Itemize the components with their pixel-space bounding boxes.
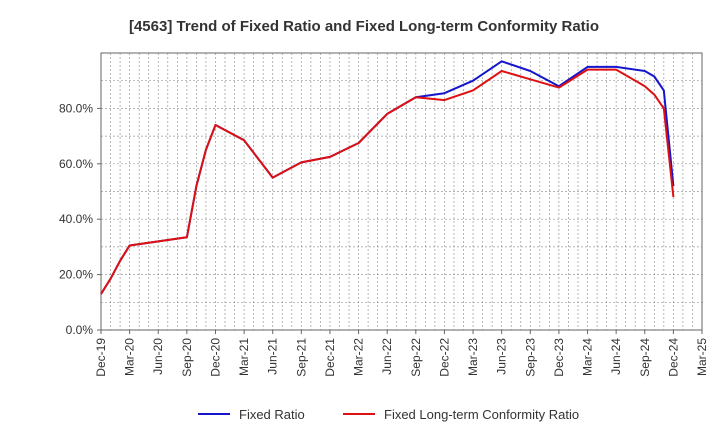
y-tick-label: 0.0% [66, 323, 94, 337]
x-tick-label: Mar-23 [466, 338, 480, 376]
y-tick-label: 80.0% [59, 101, 93, 115]
y-tick-label: 40.0% [59, 212, 93, 226]
x-tick-label: Sep-24 [638, 338, 652, 377]
grid [100, 53, 703, 331]
x-tick-label: Jun-22 [380, 338, 394, 375]
x-tick-label: Dec-21 [323, 338, 337, 377]
x-tick-label: Mar-24 [581, 338, 595, 376]
x-tick-label: Mar-22 [352, 338, 366, 376]
legend-label-fixed-long-term-conformity-ratio: Fixed Long-term Conformity Ratio [384, 407, 579, 422]
x-tick-label: Mar-20 [123, 338, 137, 376]
x-axis: Dec-19 Mar-20 Jun-20 Sep-20 Dec-20 Mar-21 Jun-… [94, 330, 709, 377]
x-tick-label: Sep-21 [294, 338, 308, 377]
x-tick-label: Sep-23 [523, 338, 537, 377]
y-axis: 0.0% 20.0% 40.0% 60.0% 80.0% [59, 101, 101, 337]
x-tick-label: Dec-19 [94, 338, 108, 377]
y-tick-label: 20.0% [59, 268, 93, 282]
legend-label-fixed-ratio: Fixed Ratio [239, 407, 305, 422]
x-tick-label: Mar-21 [237, 338, 251, 376]
x-tick-label: Jun-23 [495, 338, 509, 375]
y-tick-label: 60.0% [59, 157, 93, 171]
x-tick-label: Sep-20 [180, 338, 194, 377]
legend: Fixed Ratio Fixed Long-term Conformity R… [198, 407, 579, 422]
x-tick-label: Dec-20 [208, 338, 222, 377]
x-tick-label: Sep-22 [409, 338, 423, 377]
x-tick-label: Mar-25 [695, 338, 709, 376]
x-tick-label: Jun-21 [266, 338, 280, 375]
series-line-fixed-long-term-conformity-ratio [100, 68, 675, 295]
series-lines [100, 60, 675, 295]
x-tick-label: Jun-24 [609, 338, 623, 375]
chart-title: [4563] Trend of Fixed Ratio and Fixed Lo… [129, 18, 599, 35]
x-tick-label: Dec-24 [666, 338, 680, 377]
x-tick-label: Jun-20 [151, 338, 165, 375]
x-tick-label: Dec-22 [437, 338, 451, 377]
plot-area [100, 52, 703, 331]
x-tick-label: Dec-23 [552, 338, 566, 377]
